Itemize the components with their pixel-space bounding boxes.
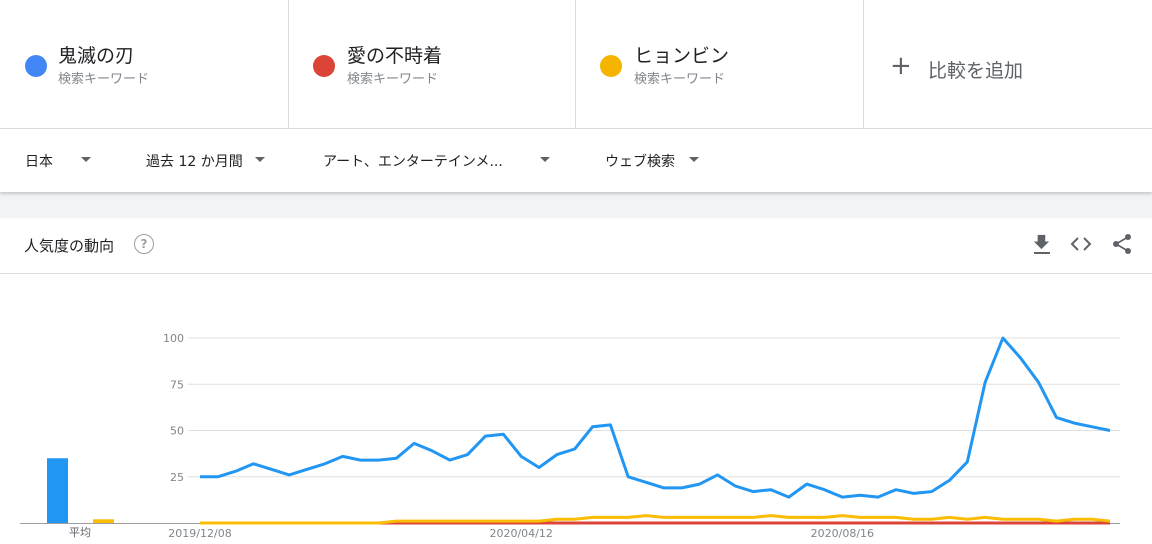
average-bar	[47, 458, 68, 523]
card-header: 人気度の動向 ?	[0, 218, 1152, 274]
term-color-dot	[25, 55, 47, 77]
average-bar	[93, 519, 114, 523]
term-name: 鬼滅の刃	[58, 45, 135, 67]
x-tick-label: 2020/08/16	[811, 527, 874, 540]
x-tick-label: 2020/04/12	[489, 527, 552, 540]
term-card-1[interactable]: 鬼滅の刃 検索キーワード	[0, 0, 289, 128]
term-type: 検索キーワード	[58, 72, 150, 87]
download-icon[interactable]	[1031, 233, 1053, 255]
add-compare-label: 比較を追加	[928, 60, 1024, 82]
period-dropdown[interactable]: 過去 12 か月間	[146, 154, 243, 170]
category-dropdown[interactable]: アート、エンターテインメ...	[323, 154, 503, 170]
term-card-3[interactable]: ヒョンビン 検索キーワード	[576, 0, 864, 128]
region-dropdown[interactable]: 日本	[25, 154, 53, 170]
term-card-2[interactable]: 愛の不時着 検索キーワード	[289, 0, 576, 128]
help-icon[interactable]: ?	[134, 234, 154, 254]
interest-over-time-card: 人気度の動向 ? 100 75 50 25 2019/12/08 2020/04/12 2…	[0, 218, 1152, 544]
term-color-dot	[600, 55, 622, 77]
interest-chart: 100 75 50 25 2019/12/08 2020/04/12 2020/08/16…	[20, 332, 1120, 540]
compare-terms-bar: 鬼滅の刃 検索キーワード 愛の不時着 検索キーワード ヒョンビン 検索キーワード…	[0, 0, 1152, 129]
card-title: 人気度の動向	[24, 237, 115, 255]
x-tick-label: 2019/12/08	[168, 527, 231, 540]
share-icon[interactable]	[1111, 233, 1133, 255]
plus-icon: +	[890, 51, 912, 81]
chevron-down-icon	[540, 157, 550, 162]
series-line	[200, 336, 1111, 499]
search-type-dropdown[interactable]: ウェブ検索	[605, 154, 675, 170]
y-tick-label: 100	[163, 332, 184, 345]
add-compare-button[interactable]: + 比較を追加	[864, 0, 1152, 128]
chevron-down-icon	[81, 157, 91, 162]
y-tick-label: 50	[170, 425, 184, 438]
term-type: 検索キーワード	[634, 72, 726, 87]
filter-bar: 日本 過去 12 か月間 アート、エンターテインメ... ウェブ検索	[0, 129, 1152, 192]
y-tick-label: 75	[170, 378, 184, 391]
term-name: 愛の不時着	[347, 45, 443, 67]
chevron-down-icon	[255, 157, 265, 162]
embed-icon[interactable]	[1070, 233, 1092, 255]
average-label: 平均	[69, 526, 91, 539]
term-name: ヒョンビン	[634, 45, 730, 67]
chevron-down-icon	[689, 157, 699, 162]
term-type: 検索キーワード	[347, 72, 439, 87]
series-line	[200, 514, 1111, 525]
term-color-dot	[313, 55, 335, 77]
y-tick-label: 25	[170, 471, 184, 484]
